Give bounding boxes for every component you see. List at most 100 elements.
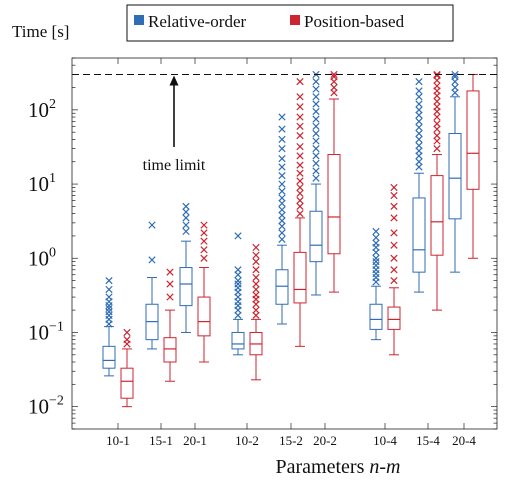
outlier-stroke bbox=[252, 251, 260, 259]
boxes bbox=[102, 70, 480, 408]
box-15-2-position-based bbox=[293, 78, 307, 347]
y-tick-exponent: −2 bbox=[49, 394, 64, 409]
outlier-stroke bbox=[278, 125, 286, 133]
outlier-marker bbox=[415, 106, 423, 114]
outlier-marker bbox=[415, 78, 423, 86]
y-tick-label: 102 bbox=[28, 97, 56, 122]
outlier-marker bbox=[278, 194, 286, 202]
outlier-stroke bbox=[278, 217, 286, 225]
outlier-stroke bbox=[433, 113, 441, 121]
outlier-stroke bbox=[312, 159, 320, 168]
y-tick-exponent: −1 bbox=[49, 319, 64, 334]
outlier-stroke bbox=[200, 246, 208, 254]
box-iqr bbox=[327, 154, 341, 255]
outlier-marker bbox=[278, 155, 286, 163]
box-iqr bbox=[231, 331, 245, 350]
minor-ticks bbox=[72, 57, 497, 430]
outlier-stroke bbox=[296, 142, 304, 151]
y-tick-label: 100 bbox=[28, 245, 56, 270]
y-tick-base: 10 bbox=[28, 320, 49, 344]
outlier-marker bbox=[312, 93, 320, 101]
outlier-marker bbox=[433, 131, 441, 140]
x-tick-label: 20-2 bbox=[313, 433, 337, 448]
outlier-stroke bbox=[372, 254, 380, 262]
outlier-marker bbox=[296, 189, 304, 197]
outlier-marker bbox=[252, 285, 260, 294]
box-iqr bbox=[293, 251, 307, 304]
outlier-stroke bbox=[330, 89, 338, 97]
legend: Relative-order Position-based bbox=[126, 4, 454, 42]
outlier-stroke bbox=[182, 202, 190, 211]
box-iqr bbox=[197, 296, 211, 337]
box-iqr bbox=[120, 367, 134, 399]
outlier-marker bbox=[252, 280, 260, 288]
outlier-stroke bbox=[278, 211, 286, 219]
outlier-marker bbox=[278, 125, 286, 133]
outlier-stroke bbox=[105, 285, 113, 294]
outlier-stroke bbox=[433, 97, 441, 106]
outlier-stroke bbox=[433, 71, 441, 80]
outlier-stroke bbox=[296, 103, 304, 111]
outlier-marker bbox=[296, 113, 304, 121]
outlier-marker bbox=[105, 276, 113, 285]
outlier-stroke bbox=[296, 131, 304, 140]
outlier-marker bbox=[330, 83, 338, 92]
box-20-2-position-based bbox=[327, 70, 341, 293]
outlier-stroke bbox=[390, 254, 398, 262]
outlier-stroke bbox=[312, 115, 320, 123]
outlier-marker bbox=[278, 229, 286, 237]
box-20-1-position-based bbox=[197, 221, 211, 363]
box-iqr bbox=[163, 337, 177, 363]
outlier-marker bbox=[312, 174, 320, 182]
outlier-stroke bbox=[390, 229, 398, 237]
outlier-marker bbox=[312, 145, 320, 153]
outlier-stroke bbox=[252, 280, 260, 288]
box-10-2-position-based bbox=[249, 243, 263, 381]
outlier-stroke bbox=[433, 137, 441, 145]
outlier-stroke bbox=[296, 122, 304, 130]
outlier-marker bbox=[278, 211, 286, 219]
outlier-marker bbox=[278, 206, 286, 214]
y-axis-label: Time [s] bbox=[12, 22, 69, 41]
outlier-marker bbox=[312, 129, 320, 138]
outlier-marker bbox=[278, 222, 286, 230]
outlier-marker bbox=[415, 158, 423, 166]
outlier-marker bbox=[312, 152, 320, 160]
x-tick-label: 20-1 bbox=[183, 433, 207, 448]
y-tick-label: 10−1 bbox=[28, 319, 64, 344]
outlier-stroke bbox=[105, 276, 113, 285]
outlier-stroke bbox=[415, 87, 423, 95]
outlier-marker bbox=[182, 227, 190, 236]
outlier-marker bbox=[278, 235, 286, 243]
x-tick-labels: 10-1 15-1 20-1 10-2 15-2 20-2 10-4 15-4 20-4 bbox=[106, 433, 476, 448]
outlier-stroke bbox=[278, 113, 286, 121]
y-tick-exponent: 0 bbox=[49, 245, 56, 260]
box-iqr bbox=[369, 303, 383, 330]
outlier-marker bbox=[312, 78, 320, 86]
outlier-marker bbox=[278, 217, 286, 225]
outlier-stroke bbox=[296, 161, 304, 169]
outlier-marker bbox=[148, 256, 156, 264]
box-10-4-position-based bbox=[387, 183, 401, 356]
legend-swatch-relative-order bbox=[134, 15, 144, 25]
outlier-stroke bbox=[252, 273, 260, 282]
outlier-marker bbox=[296, 209, 304, 218]
outlier-stroke bbox=[278, 199, 286, 207]
outlier-marker bbox=[166, 293, 174, 301]
outlier-marker bbox=[105, 285, 113, 294]
outlier-marker bbox=[415, 87, 423, 95]
outlier-stroke bbox=[433, 103, 441, 111]
outlier-marker bbox=[252, 243, 260, 252]
x-axis-label-prefix: Parameters bbox=[276, 456, 370, 478]
outlier-stroke bbox=[234, 280, 242, 288]
outlier-stroke bbox=[415, 158, 423, 166]
outlier-marker bbox=[296, 142, 304, 151]
outlier-marker bbox=[182, 221, 190, 229]
outlier-marker bbox=[330, 89, 338, 97]
outlier-stroke bbox=[312, 174, 320, 182]
outlier-stroke bbox=[451, 89, 459, 97]
outlier-marker bbox=[372, 233, 380, 242]
outlier-marker bbox=[433, 137, 441, 145]
outlier-stroke bbox=[166, 280, 174, 288]
outlier-marker bbox=[372, 239, 380, 247]
